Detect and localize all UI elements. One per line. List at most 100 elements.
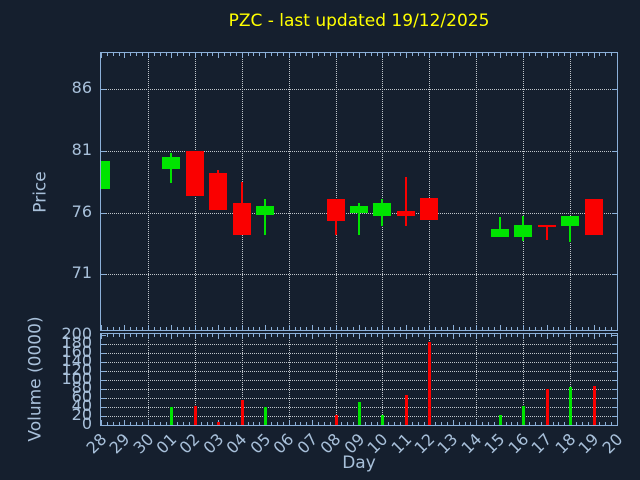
y-tick bbox=[101, 398, 106, 400]
y-tick bbox=[612, 371, 617, 373]
x-tick bbox=[564, 334, 566, 337]
volume-axis-label: Volume (0000) bbox=[25, 316, 46, 442]
x-tick bbox=[235, 327, 237, 330]
x-tick bbox=[347, 334, 349, 337]
y-gridline bbox=[101, 150, 617, 152]
x-tick bbox=[177, 334, 179, 337]
x-tick bbox=[546, 53, 548, 58]
x-tick bbox=[581, 327, 583, 330]
volume-tick-label: 120 bbox=[61, 360, 92, 380]
x-tick bbox=[534, 53, 536, 56]
x-tick bbox=[558, 334, 560, 337]
x-tick bbox=[499, 334, 501, 339]
volume-tick-label: 60 bbox=[71, 387, 92, 407]
x-tick bbox=[288, 334, 290, 339]
x-tick bbox=[587, 334, 589, 337]
x-tick bbox=[388, 327, 390, 330]
y-tick bbox=[612, 274, 617, 276]
x-tick bbox=[470, 53, 472, 56]
x-tick bbox=[499, 53, 501, 58]
x-tick bbox=[458, 422, 460, 425]
y-gridline bbox=[101, 274, 617, 276]
x-tick bbox=[611, 334, 613, 337]
x-tick bbox=[558, 422, 560, 425]
y-tick bbox=[612, 416, 617, 418]
x-tick bbox=[347, 422, 349, 425]
x-tick bbox=[505, 422, 507, 425]
x-tick bbox=[224, 422, 226, 425]
candle-09 bbox=[350, 206, 368, 213]
x-tick bbox=[552, 334, 554, 337]
x-tick bbox=[517, 334, 519, 337]
x-tick bbox=[429, 334, 431, 339]
x-tick bbox=[359, 53, 360, 58]
x-tick bbox=[488, 422, 489, 425]
x-tick bbox=[306, 327, 308, 330]
x-tick bbox=[294, 327, 296, 330]
x-tick bbox=[253, 334, 255, 337]
x-tick bbox=[194, 325, 196, 330]
x-tick bbox=[405, 325, 407, 330]
x-tick bbox=[470, 334, 472, 337]
x-tick bbox=[247, 327, 249, 330]
x-tick bbox=[142, 422, 144, 425]
x-tick bbox=[230, 327, 231, 330]
y-tick bbox=[101, 344, 106, 346]
x-tick bbox=[488, 53, 489, 56]
x-tick bbox=[417, 422, 419, 425]
x-tick bbox=[394, 422, 396, 425]
x-tick bbox=[505, 53, 507, 56]
x-tick bbox=[317, 422, 319, 425]
x-tick bbox=[435, 327, 437, 330]
x-tick bbox=[376, 334, 378, 337]
volume-tick-label: 180 bbox=[61, 333, 92, 353]
x-tick bbox=[247, 53, 249, 56]
x-tick bbox=[101, 420, 102, 425]
x-tick bbox=[136, 334, 138, 337]
x-tick bbox=[312, 334, 314, 339]
x-gridline bbox=[335, 53, 337, 330]
x-tick bbox=[552, 327, 554, 330]
x-tick bbox=[511, 53, 513, 56]
x-tick bbox=[523, 334, 525, 339]
x-tick bbox=[247, 422, 249, 425]
x-tick bbox=[312, 420, 314, 425]
x-tick bbox=[241, 53, 243, 58]
x-tick bbox=[575, 422, 577, 425]
x-tick bbox=[446, 422, 448, 425]
y-tick bbox=[612, 212, 617, 214]
x-tick bbox=[153, 334, 155, 337]
x-tick bbox=[376, 422, 378, 425]
x-tick bbox=[617, 325, 618, 330]
x-tick bbox=[605, 334, 607, 337]
x-tick bbox=[452, 334, 454, 339]
x-tick bbox=[294, 334, 296, 337]
x-tick bbox=[130, 334, 132, 337]
y-tick bbox=[101, 371, 106, 373]
x-tick bbox=[188, 334, 190, 337]
x-tick bbox=[306, 334, 308, 337]
x-tick bbox=[341, 422, 343, 425]
x-tick bbox=[142, 334, 144, 337]
x-gridline bbox=[570, 53, 572, 330]
x-tick bbox=[288, 53, 290, 58]
y-tick bbox=[101, 274, 106, 276]
volume-plot-area bbox=[100, 333, 618, 426]
x-tick bbox=[417, 327, 419, 330]
x-tick bbox=[411, 334, 413, 337]
x-tick bbox=[300, 422, 302, 425]
x-tick bbox=[587, 53, 589, 56]
x-tick bbox=[423, 53, 425, 56]
x-tick bbox=[153, 422, 155, 425]
x-tick bbox=[517, 53, 519, 56]
x-tick bbox=[101, 334, 102, 339]
x-tick bbox=[617, 53, 618, 58]
x-tick bbox=[599, 422, 601, 425]
x-tick bbox=[482, 422, 484, 425]
x-tick bbox=[382, 53, 384, 58]
x-tick bbox=[353, 334, 355, 337]
x-tick bbox=[458, 327, 460, 330]
x-tick bbox=[153, 53, 155, 56]
x-tick bbox=[142, 53, 144, 56]
x-gridline bbox=[617, 334, 618, 425]
